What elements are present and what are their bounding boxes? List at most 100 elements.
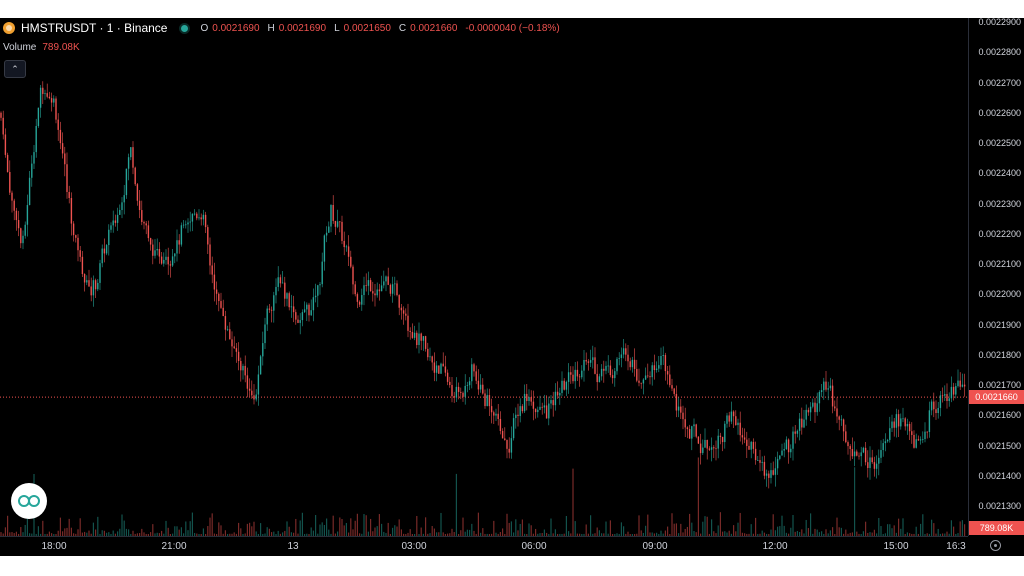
candle-body — [812, 402, 814, 407]
low-value: 0.0021650 — [343, 22, 391, 34]
candle-body — [941, 395, 944, 397]
volume-bar — [664, 530, 666, 536]
candle-body — [127, 157, 130, 169]
volume-bar — [508, 522, 510, 536]
candlestick-plot[interactable] — [0, 18, 968, 536]
volume-bar — [607, 533, 609, 536]
candle-body — [860, 452, 862, 457]
candle-body — [48, 96, 51, 99]
volume-bar — [345, 522, 347, 536]
price-tick-label: 0.0021300 — [978, 501, 1021, 511]
candle-body — [697, 436, 700, 444]
candle-body — [438, 365, 440, 374]
volume-bar — [708, 533, 710, 536]
volume-bar — [81, 532, 83, 536]
volume-bar — [763, 532, 765, 536]
volume-bar — [898, 518, 900, 536]
candle-body — [385, 276, 387, 282]
candle-body — [59, 129, 62, 144]
candle-body — [955, 386, 957, 395]
candle-body — [904, 418, 906, 427]
time-tick-label: 16:3 — [946, 541, 966, 552]
candle-body — [147, 225, 150, 239]
volume-bar — [911, 533, 913, 536]
candle-body — [695, 424, 697, 437]
volume-bar — [101, 530, 103, 536]
candle-body — [825, 381, 827, 390]
candle-body — [565, 381, 568, 390]
volume-bar — [224, 530, 226, 536]
symbol-title[interactable]: HMSTRUSDT · 1 · Binance — [21, 21, 168, 35]
candle-body — [231, 339, 233, 347]
volume-bar — [913, 533, 915, 536]
candle-body — [277, 277, 279, 287]
candle-body — [328, 226, 330, 233]
volume-bar — [422, 533, 424, 536]
chart-frame[interactable]: HMSTRUSDT · 1 · Binance O 0.0021690 H 0.00… — [0, 18, 1024, 556]
candle-body — [530, 397, 532, 402]
volume-bar — [64, 528, 66, 536]
volume-bar — [326, 518, 328, 536]
volume-bar — [627, 531, 629, 536]
candle-body — [358, 301, 361, 305]
volume-bar — [959, 521, 961, 536]
candle-body — [691, 426, 693, 439]
volume-bar — [887, 524, 889, 536]
volume-bar — [469, 529, 471, 536]
candle-body — [363, 285, 365, 296]
plot-area[interactable] — [0, 18, 968, 536]
price-axis[interactable]: 0.0022900 0.0022800 0.0022700 0.0022600 0.00… — [968, 18, 1024, 536]
candle-body — [644, 375, 647, 380]
open-key: O — [200, 22, 209, 34]
candle-body — [638, 380, 640, 383]
volume-bar — [161, 530, 163, 536]
volume-bar — [176, 526, 178, 536]
volume-tag: 789.08K — [969, 521, 1024, 535]
volume-bar — [341, 519, 343, 536]
volume-bar — [559, 533, 561, 536]
volume-bar — [392, 527, 394, 536]
candle-body — [629, 361, 631, 368]
volume-bar — [213, 533, 215, 536]
candle-body — [202, 214, 205, 220]
candle-body — [61, 143, 64, 154]
volume-bar — [935, 533, 937, 536]
volume-bar — [675, 523, 677, 536]
candle-body — [836, 408, 838, 417]
candle-body — [248, 388, 251, 391]
candle-body — [312, 297, 315, 311]
candle-body — [281, 282, 284, 284]
candle-body — [270, 309, 273, 311]
candle-body — [589, 360, 592, 363]
settings-icon[interactable] — [990, 540, 1001, 551]
volume-bar — [961, 520, 963, 536]
volume-bar — [407, 532, 409, 536]
candle-body — [728, 415, 730, 422]
candle-body — [103, 248, 106, 254]
candle-body — [266, 308, 268, 325]
volume-bar — [726, 532, 728, 536]
collapse-legend-button[interactable]: ⌃ — [4, 60, 26, 78]
volume-bar — [480, 532, 482, 536]
candle-body — [178, 240, 180, 245]
volume-bar — [948, 533, 950, 536]
app-logo[interactable] — [11, 483, 47, 519]
candle-body — [834, 406, 836, 409]
candle-body — [552, 400, 554, 406]
volume-bar — [691, 522, 693, 536]
time-axis[interactable]: 18:00 21:00 13 03:00 06:00 09:00 12:00 15:00 16:… — [0, 536, 968, 556]
volume-bar — [319, 524, 321, 536]
candle-body — [915, 439, 917, 448]
volume-label: Volume — [3, 42, 37, 53]
candle-body — [152, 244, 154, 256]
candle-body — [952, 386, 955, 395]
candle-body — [407, 315, 409, 331]
candle-body — [948, 398, 950, 401]
candle-body — [132, 147, 134, 168]
candle-body — [550, 400, 552, 404]
candle-body — [193, 213, 196, 215]
volume-bar — [420, 527, 422, 536]
time-tick-label: 03:00 — [401, 541, 427, 552]
candle-body — [235, 348, 238, 352]
volume-bar — [134, 533, 136, 536]
